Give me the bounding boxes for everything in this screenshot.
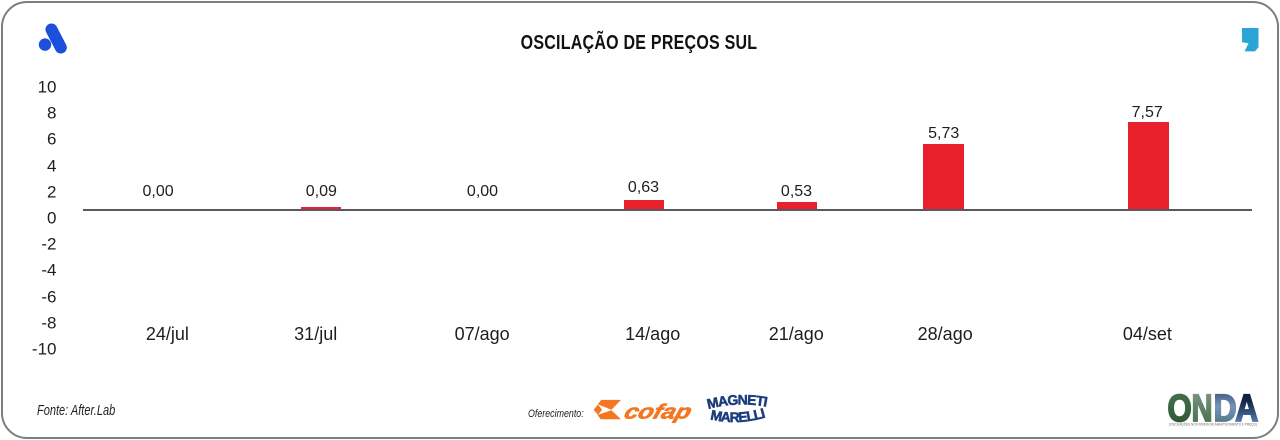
svg-text:N: N xyxy=(1192,390,1213,430)
svg-text:(OSCILAÇÕES NOS NÍVEIS DE ABAS: (OSCILAÇÕES NOS NÍVEIS DE ABASTECIMENTO … xyxy=(1169,422,1257,427)
svg-text:cofap: cofap xyxy=(621,401,692,423)
svg-text:A: A xyxy=(1235,390,1258,429)
svg-text:O: O xyxy=(1168,390,1192,430)
svg-text:D: D xyxy=(1214,390,1237,429)
svg-text:MARELLI: MARELLI xyxy=(709,405,766,425)
svg-text:MAGNETI: MAGNETI xyxy=(705,391,768,411)
